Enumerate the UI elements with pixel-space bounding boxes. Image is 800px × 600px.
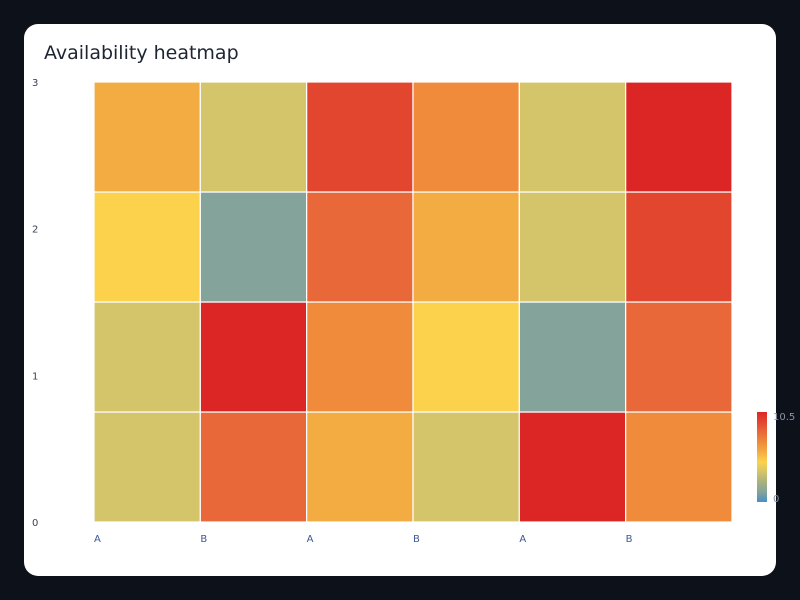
heatmap-cell <box>412 411 520 523</box>
x-tick-label: B <box>413 534 420 545</box>
x-tick-label: A <box>519 534 526 545</box>
heatmap-cell <box>412 191 520 303</box>
heatmap-cell <box>412 81 520 193</box>
chart-title: Availability heatmap <box>44 42 239 64</box>
heatmap-cell <box>518 301 627 413</box>
y-tick-label: 3 <box>32 78 38 89</box>
heatmap-cell <box>412 301 520 413</box>
heatmap-cell <box>518 411 627 523</box>
heatmap-cell <box>625 301 733 413</box>
y-tick-label: 2 <box>32 225 38 236</box>
heatmap-cell <box>518 81 627 193</box>
colorbar-min-label: 0 <box>773 494 779 505</box>
heatmap-cell <box>306 411 414 523</box>
heatmap-cell <box>625 191 733 303</box>
colorbar <box>757 412 767 502</box>
heatmap-cell <box>306 301 414 413</box>
y-tick-label: 0 <box>32 518 38 529</box>
heatmap-cell <box>199 411 308 523</box>
x-tick-label: A <box>307 534 314 545</box>
heatmap-cell <box>306 81 414 193</box>
heatmap-cell <box>93 411 201 523</box>
heatmap-cell <box>93 301 201 413</box>
heatmap-cell <box>625 411 733 523</box>
heatmap-cell <box>199 191 308 303</box>
heatmap-cell <box>306 191 414 303</box>
heatmap-cell <box>93 191 201 303</box>
heatmap-cell <box>625 81 733 193</box>
x-tick-label: B <box>200 534 207 545</box>
x-tick-label: A <box>94 534 101 545</box>
x-tick-label: B <box>626 534 633 545</box>
heatmap-cell <box>518 191 627 303</box>
y-tick-label: 1 <box>32 371 38 382</box>
heatmap-cell <box>93 81 201 193</box>
colorbar-max-label: 10.5 <box>773 412 795 423</box>
heatmap-cell <box>199 301 308 413</box>
heatmap-cell <box>199 81 308 193</box>
